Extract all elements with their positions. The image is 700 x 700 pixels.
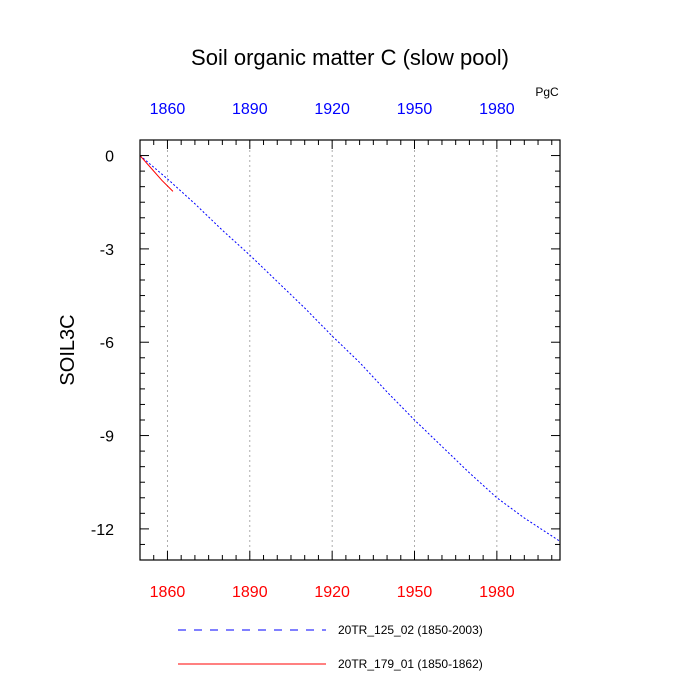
axes-layer: 1860 1860 1890 1890 1920 1920 1950 1950 1980 1980… bbox=[91, 101, 561, 601]
x-tick-label-bottom: 1890 bbox=[232, 584, 268, 601]
legend-entry-label: 20TR_179_01 (1850-1862) bbox=[338, 657, 483, 671]
y-tick-label: -9 bbox=[100, 429, 114, 446]
y-tick-label: 0 bbox=[105, 149, 114, 166]
chart-units-label: PgC bbox=[535, 85, 559, 99]
y-tick-label: -3 bbox=[100, 242, 114, 259]
x-tick-label-bottom: 1920 bbox=[314, 584, 350, 601]
x-tick-label-bottom: 1950 bbox=[397, 584, 433, 601]
x-tick-label-top: 1980 bbox=[479, 101, 515, 118]
legend: 20TR_125_02 (1850-2003) 20TR_179_01 (1850… bbox=[178, 623, 483, 671]
x-tick-label-top: 1890 bbox=[232, 101, 268, 118]
y-tick-label: -12 bbox=[91, 522, 114, 539]
series-line-0 bbox=[139, 155, 561, 542]
x-tick-label-top: 1950 bbox=[397, 101, 433, 118]
y-tick-label: -6 bbox=[100, 335, 114, 352]
x-tick-label-top: 1860 bbox=[150, 101, 186, 118]
legend-entry-label: 20TR_125_02 (1850-2003) bbox=[338, 623, 483, 637]
series-layer bbox=[139, 155, 561, 542]
x-tick-label-bottom: 1980 bbox=[479, 584, 515, 601]
grid-layer bbox=[167, 140, 498, 560]
x-tick-label-bottom: 1860 bbox=[150, 584, 186, 601]
plot-frame bbox=[139, 139, 561, 561]
x-tick-label-top: 1920 bbox=[314, 101, 350, 118]
chart-title: Soil organic matter C (slow pool) bbox=[191, 45, 509, 70]
y-axis-label: SOIL3C bbox=[57, 314, 79, 385]
series-line-1 bbox=[139, 155, 174, 192]
